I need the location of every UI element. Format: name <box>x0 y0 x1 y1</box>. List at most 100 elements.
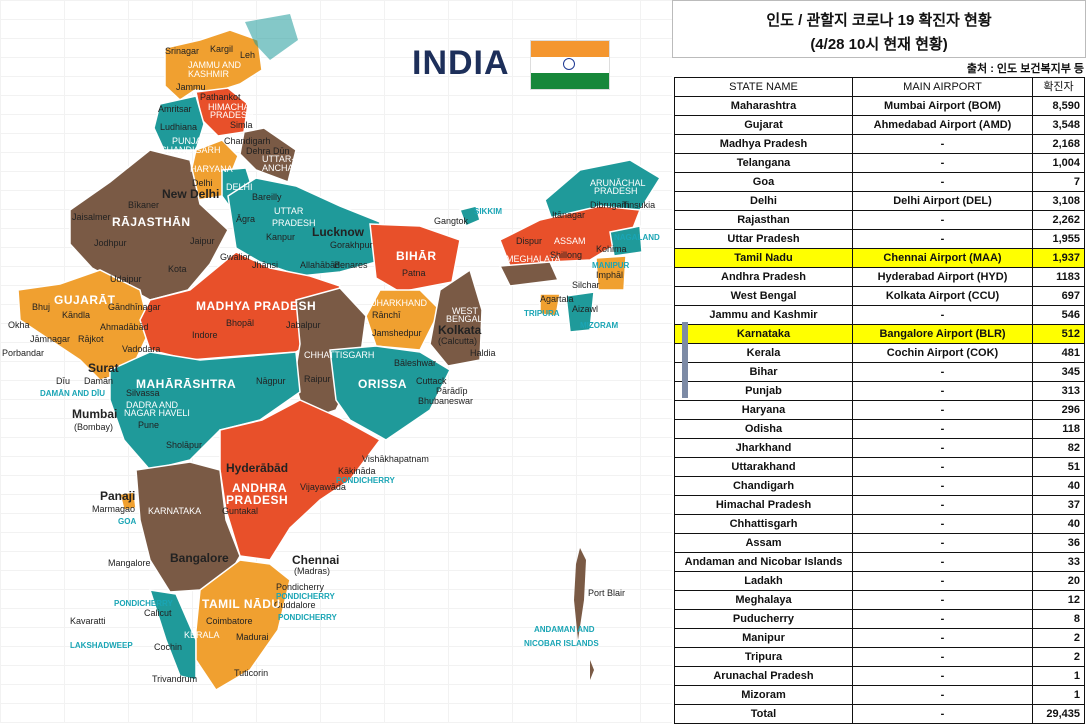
table-row[interactable]: Total -29,435 <box>674 704 1085 724</box>
cell-airport[interactable]: - <box>852 362 1033 382</box>
cell-state[interactable]: Jammu and Kashmir <box>674 305 853 325</box>
table-row[interactable]: Tamil Nadu Chennai Airport (MAA) 1,937 <box>674 248 1085 268</box>
table-row[interactable]: Haryana -296 <box>674 400 1085 420</box>
cell-cases[interactable]: 481 <box>1032 343 1085 363</box>
cell-cases[interactable]: 345 <box>1032 362 1085 382</box>
cell-cases[interactable]: 1,955 <box>1032 229 1085 249</box>
cell-airport[interactable]: Kolkata Airport (CCU) <box>852 286 1033 306</box>
cell-state[interactable]: Andhra Pradesh <box>674 267 853 287</box>
table-row[interactable]: Jharkhand -82 <box>674 438 1085 458</box>
cell-airport[interactable]: - <box>852 476 1033 496</box>
cell-state[interactable]: Punjab <box>674 381 853 401</box>
cell-state[interactable]: Uttar Pradesh <box>674 229 853 249</box>
cell-airport[interactable]: - <box>852 495 1033 515</box>
col-header-cases[interactable]: 확진자 <box>1032 77 1085 97</box>
cell-airport[interactable]: - <box>852 381 1033 401</box>
cell-cases[interactable]: 2,262 <box>1032 210 1085 230</box>
table-row[interactable]: Assam -36 <box>674 533 1085 553</box>
cell-cases[interactable]: 37 <box>1032 495 1085 515</box>
cell-airport[interactable]: - <box>852 457 1033 477</box>
cell-cases[interactable]: 51 <box>1032 457 1085 477</box>
cell-cases[interactable]: 1183 <box>1032 267 1085 287</box>
cell-state[interactable]: Tamil Nadu <box>674 248 853 268</box>
table-row[interactable]: West Bengal Kolkata Airport (CCU) 697 <box>674 286 1085 306</box>
cell-state[interactable]: Goa <box>674 172 853 192</box>
cell-state[interactable]: Odisha <box>674 419 853 439</box>
cell-state[interactable]: Gujarat <box>674 115 853 135</box>
cell-cases[interactable]: 118 <box>1032 419 1085 439</box>
cell-cases[interactable]: 82 <box>1032 438 1085 458</box>
cell-airport[interactable]: Chennai Airport (MAA) <box>852 248 1033 268</box>
cell-airport[interactable]: - <box>852 552 1033 572</box>
cell-airport[interactable]: Ahmedabad Airport (AMD) <box>852 115 1033 135</box>
cell-airport[interactable]: Hyderabad Airport (HYD) <box>852 267 1033 287</box>
table-row[interactable]: Jammu and Kashmir -546 <box>674 305 1085 325</box>
cell-airport[interactable]: Bangalore Airport (BLR) <box>852 324 1033 344</box>
cell-airport[interactable]: Mumbai Airport (BOM) <box>852 96 1033 116</box>
cell-cases[interactable]: 33 <box>1032 552 1085 572</box>
cell-cases[interactable]: 512 <box>1032 324 1085 344</box>
cell-cases[interactable]: 7 <box>1032 172 1085 192</box>
table-row[interactable]: Uttar Pradesh -1,955 <box>674 229 1085 249</box>
table-row[interactable]: Telangana -1,004 <box>674 153 1085 173</box>
cell-airport[interactable]: - <box>852 400 1033 420</box>
cell-cases[interactable]: 40 <box>1032 476 1085 496</box>
cell-cases[interactable]: 1,004 <box>1032 153 1085 173</box>
cell-state[interactable]: Andaman and Nicobar Islands <box>674 552 853 572</box>
cell-airport[interactable]: - <box>852 438 1033 458</box>
cell-cases[interactable]: 1 <box>1032 666 1085 686</box>
cell-cases[interactable]: 1,937 <box>1032 248 1085 268</box>
table-row[interactable]: Kerala Cochin Airport (COK) 481 <box>674 343 1085 363</box>
col-header-airport[interactable]: MAIN AIRPORT <box>852 77 1033 97</box>
cell-state[interactable]: Meghalaya <box>674 590 853 610</box>
cell-state[interactable]: Puducherry <box>674 609 853 629</box>
table-row[interactable]: Uttarakhand -51 <box>674 457 1085 477</box>
cell-cases[interactable]: 296 <box>1032 400 1085 420</box>
cell-airport[interactable]: - <box>852 571 1033 591</box>
cell-cases[interactable]: 29,435 <box>1032 704 1085 724</box>
cell-airport[interactable]: - <box>852 229 1033 249</box>
table-row[interactable]: Andaman and Nicobar Islands -33 <box>674 552 1085 572</box>
cell-airport[interactable]: - <box>852 647 1033 667</box>
col-header-state[interactable]: STATE NAME <box>674 77 853 97</box>
cell-cases[interactable]: 8,590 <box>1032 96 1085 116</box>
cell-cases[interactable]: 2 <box>1032 647 1085 667</box>
cell-state[interactable]: Arunachal Pradesh <box>674 666 853 686</box>
cell-state[interactable]: Assam <box>674 533 853 553</box>
cell-airport[interactable]: Cochin Airport (COK) <box>852 343 1033 363</box>
cell-state[interactable]: Haryana <box>674 400 853 420</box>
cell-cases[interactable]: 697 <box>1032 286 1085 306</box>
table-row[interactable]: Puducherry -8 <box>674 609 1085 629</box>
cell-airport[interactable]: - <box>852 590 1033 610</box>
table-row[interactable]: Mizoram -1 <box>674 685 1085 705</box>
cell-airport[interactable]: - <box>852 514 1033 534</box>
cell-state[interactable]: Rajasthan <box>674 210 853 230</box>
table-row[interactable]: Karnataka Bangalore Airport (BLR) 512 <box>674 324 1085 344</box>
cell-state[interactable]: Ladakh <box>674 571 853 591</box>
cell-airport[interactable]: - <box>852 419 1033 439</box>
cell-cases[interactable]: 3,108 <box>1032 191 1085 211</box>
cell-cases[interactable]: 20 <box>1032 571 1085 591</box>
cell-airport[interactable]: - <box>852 210 1033 230</box>
table-row[interactable]: Bihar -345 <box>674 362 1085 382</box>
cell-state[interactable]: Mizoram <box>674 685 853 705</box>
cell-cases[interactable]: 313 <box>1032 381 1085 401</box>
cell-airport[interactable]: Delhi Airport (DEL) <box>852 191 1033 211</box>
table-row[interactable]: Punjab -313 <box>674 381 1085 401</box>
cell-airport[interactable]: - <box>852 533 1033 553</box>
cell-airport[interactable]: - <box>852 153 1033 173</box>
cell-airport[interactable]: - <box>852 704 1033 724</box>
cell-state[interactable]: Bihar <box>674 362 853 382</box>
table-row[interactable]: Rajasthan -2,262 <box>674 210 1085 230</box>
cell-cases[interactable]: 546 <box>1032 305 1085 325</box>
table-row[interactable]: Ladakh -20 <box>674 571 1085 591</box>
cell-state[interactable]: West Bengal <box>674 286 853 306</box>
table-row[interactable]: Himachal Pradesh -37 <box>674 495 1085 515</box>
cell-cases[interactable]: 8 <box>1032 609 1085 629</box>
table-row[interactable]: Goa -7 <box>674 172 1085 192</box>
cell-airport[interactable]: - <box>852 134 1033 154</box>
cell-cases[interactable]: 36 <box>1032 533 1085 553</box>
table-row[interactable]: Delhi Delhi Airport (DEL) 3,108 <box>674 191 1085 211</box>
table-row[interactable]: Chandigarh -40 <box>674 476 1085 496</box>
table-row[interactable]: Manipur -2 <box>674 628 1085 648</box>
